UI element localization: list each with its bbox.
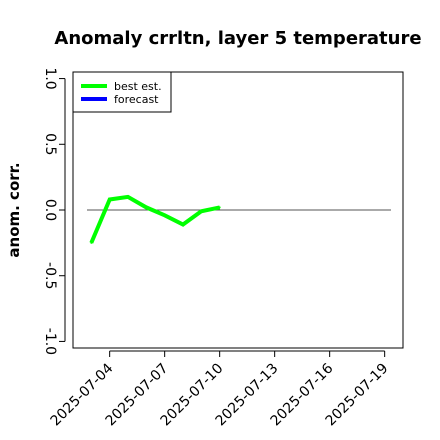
- data-point: [145, 206, 148, 209]
- y-tick-label: -1.0: [42, 328, 58, 355]
- data-point: [90, 241, 93, 244]
- series-layer: [89, 194, 221, 244]
- y-tick-label: 0.5: [42, 133, 58, 155]
- legend-label: forecast: [114, 93, 159, 106]
- y-tick-label: 1.0: [42, 67, 58, 89]
- data-point: [163, 214, 166, 217]
- y-tick-label: -0.5: [42, 262, 58, 289]
- chart-title: Anomaly crrltn, layer 5 temperature: [54, 28, 421, 49]
- data-point: [182, 223, 184, 226]
- y-tick-label: 0.0: [42, 199, 58, 221]
- legend: best est.forecast: [72, 71, 172, 113]
- data-point: [127, 195, 129, 198]
- data-point: [108, 198, 111, 201]
- x-axis: 2025-07-042025-07-072025-07-102025-07-13…: [48, 350, 391, 429]
- legend-label: best est.: [114, 80, 162, 93]
- series-line: [89, 194, 221, 244]
- y-axis-label: anom. corr.: [5, 162, 23, 257]
- plot-frame: [72, 71, 404, 349]
- y-axis: -1.0 -0.5 0.0 0.5 1.0: [42, 67, 66, 355]
- legend-box: [72, 71, 172, 113]
- data-point: [218, 206, 221, 209]
- data-point: [200, 210, 203, 213]
